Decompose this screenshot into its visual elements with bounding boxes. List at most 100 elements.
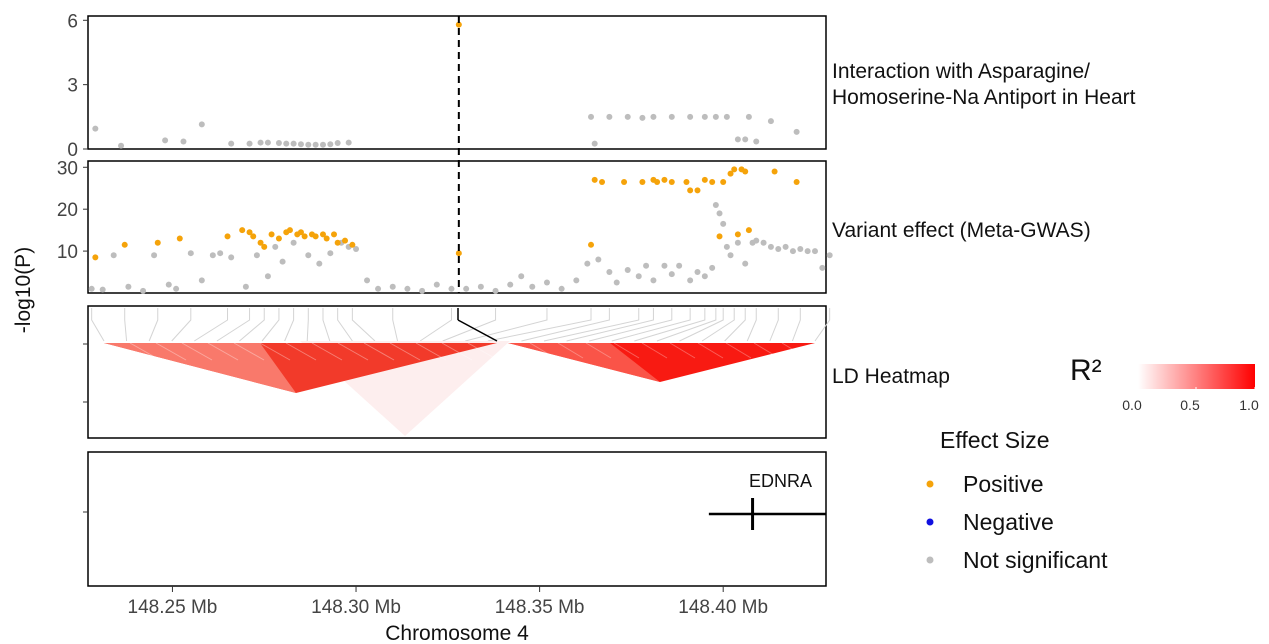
r2-colorbar-tick-label: 0.5 — [1180, 397, 1200, 413]
ld-connector-line — [701, 308, 735, 342]
variant-effect-point-positive — [727, 170, 734, 177]
ld-cell-line — [641, 342, 668, 359]
panel-variant-effect-frame — [87, 160, 827, 294]
ld-connector-line — [791, 308, 801, 342]
variant-effect-point-not-significant — [198, 277, 205, 284]
variant-effect-point-not-significant — [676, 262, 683, 269]
variant-effect-point-not-significant — [404, 285, 411, 292]
variant-effect-point-not-significant — [529, 283, 536, 290]
ld-cell-line — [233, 342, 265, 361]
ld-connector-line — [465, 308, 548, 342]
variant-effect-point-positive — [683, 178, 690, 185]
x-axis-title: Chromosome 4 — [385, 622, 529, 644]
ld-connector-line — [679, 308, 724, 342]
variant-effect-point-not-significant — [316, 260, 323, 267]
ld-cell-line — [129, 342, 161, 361]
ld-cell-line — [311, 342, 343, 361]
variant-effect-point-positive — [301, 233, 308, 240]
variant-effect-point-not-significant — [389, 283, 396, 290]
interaction-point-not-significant — [639, 114, 646, 121]
ld-connector-line — [239, 308, 265, 342]
panel-interaction-label-line: Homoserine-Na Antiport in Heart — [832, 86, 1136, 109]
ld-connector-line — [566, 308, 654, 342]
ld-cell-line — [363, 342, 395, 361]
variant-effect-point-positive — [591, 176, 598, 183]
panel-gene-track: EDNRA — [83, 451, 827, 587]
variant-effect-point-not-significant — [650, 277, 657, 284]
variant-effect-point-not-significant — [518, 273, 525, 280]
interaction-y-tick-label: 0 — [67, 140, 78, 161]
ld-cell-line — [753, 342, 780, 359]
ld-connector-line — [91, 308, 105, 342]
ld-block-left-light — [104, 343, 296, 393]
variant-effect-point-positive — [709, 178, 716, 185]
interaction-point-not-significant — [257, 139, 264, 146]
variant-effect-point-positive — [687, 187, 694, 194]
ld-connector-line — [656, 308, 717, 342]
ld-cell-line — [467, 342, 499, 361]
variant-effect-point-not-significant — [734, 239, 741, 246]
variant-effect-point-not-significant — [209, 252, 216, 259]
ld-cell-line — [557, 342, 584, 359]
variant-effect-point-positive — [323, 235, 330, 242]
interaction-point-not-significant — [334, 139, 341, 146]
variant-effect-point-not-significant — [272, 243, 279, 250]
variant-effect-point-not-significant — [709, 264, 716, 271]
variant-effect-point-positive — [599, 178, 606, 185]
ld-connector-line — [351, 308, 376, 342]
variant-effect-point-not-significant — [804, 248, 811, 255]
interaction-point-not-significant — [228, 140, 235, 147]
variant-effect-point-not-significant — [375, 285, 382, 292]
interaction-point-not-significant — [180, 138, 187, 145]
variant-effect-point-not-significant — [716, 210, 723, 217]
interaction-point-not-significant — [624, 113, 631, 120]
variant-effect-point-not-significant — [668, 271, 675, 278]
interaction-point-not-significant — [198, 121, 205, 128]
r2-legend-title: R² — [1070, 354, 1102, 387]
variant-effect-point-not-significant — [624, 266, 631, 273]
ld-cell-line — [441, 342, 473, 361]
variant-effect-point-not-significant — [327, 250, 334, 257]
variant-effect-point-not-significant — [125, 283, 132, 290]
variant-effect-point-positive — [731, 166, 738, 173]
variant-effect-point-not-significant — [720, 220, 727, 227]
ld-connector-line — [521, 308, 610, 342]
interaction-point-not-significant — [283, 140, 290, 147]
variant-effect-point-not-significant — [173, 285, 180, 292]
variant-effect-point-not-significant — [463, 285, 470, 292]
ld-connector-line — [769, 308, 779, 342]
r2-colorbar — [1138, 364, 1255, 389]
variant-effect-point-not-significant — [492, 287, 499, 294]
variant-effect-point-positive — [334, 239, 341, 246]
variant-effect-point-positive — [588, 241, 595, 248]
variant-effect-point-positive — [92, 254, 99, 261]
ld-cell-line — [529, 342, 556, 359]
variant-effect-point-positive — [239, 227, 246, 234]
panel-ld-label: LD Heatmap — [832, 365, 950, 388]
panel-variant-effect: 10 20 30 Variant effect (Meta-GWAS) — [57, 158, 1091, 294]
variant-effect-point-not-significant — [797, 246, 804, 252]
ld-connector-line — [392, 308, 399, 342]
panel-interaction-label: Interaction with Asparagine/Homoserine-N… — [832, 60, 1136, 109]
effect-legend-label: Positive — [963, 471, 1044, 497]
ld-connector-line — [216, 308, 251, 342]
interaction-point-not-significant — [742, 136, 749, 143]
ld-connector-line — [337, 308, 353, 342]
effect-legend-key — [926, 480, 934, 488]
variant-effect-point-not-significant — [353, 246, 360, 252]
ld-block-right-light — [508, 343, 660, 382]
variant-effect-point-not-significant — [543, 279, 550, 286]
ld-cell-line — [669, 342, 696, 359]
ld-lead-connector-diagonal — [457, 319, 498, 342]
interaction-point-not-significant — [588, 113, 595, 120]
variant-effect-point-not-significant — [687, 277, 694, 284]
variant-effect-y-tick-label: 10 — [57, 242, 78, 263]
ld-connector-line — [322, 308, 331, 342]
variant-effect-point-positive — [654, 178, 661, 185]
panel-variant-effect-label: Variant effect (Meta-GWAS) — [832, 219, 1091, 242]
variant-effect-point-not-significant — [290, 239, 297, 246]
effect-size-legend-title: Effect Size — [940, 427, 1050, 453]
ld-connector-line — [487, 308, 592, 342]
interaction-point-not-significant — [246, 140, 253, 147]
